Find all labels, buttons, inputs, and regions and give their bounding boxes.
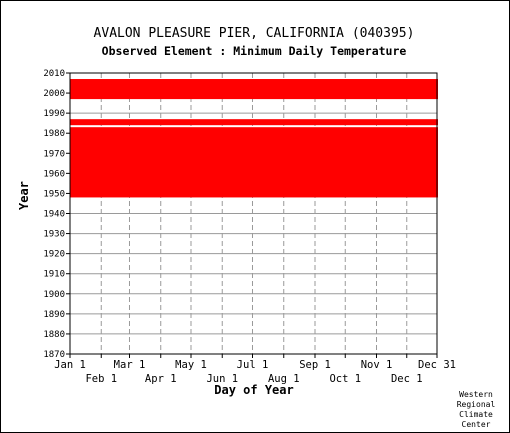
x-tick-label: May 1 xyxy=(175,359,207,371)
x-tick-label: Sep 1 xyxy=(299,359,331,371)
x-tick-label: Jan 1 xyxy=(54,359,86,371)
x-tick-label: Apr 1 xyxy=(145,373,177,385)
y-tick-label: 1980 xyxy=(43,129,65,139)
y-tick-label: 2000 xyxy=(43,89,65,99)
y-tick-label: 1990 xyxy=(43,109,65,119)
x-axis-label: Day of Year xyxy=(214,383,294,397)
y-tick-label: 1960 xyxy=(43,169,65,179)
credit-line: Regional xyxy=(456,400,496,409)
credit-line: Climate xyxy=(459,410,493,419)
x-tick-label: Jul 1 xyxy=(237,359,269,371)
x-tick-label: Jun 1 xyxy=(206,373,238,385)
observed-period-block xyxy=(70,119,438,126)
y-axis-label: Year xyxy=(17,181,31,210)
chart-subtitle: Observed Element : Minimum Daily Tempera… xyxy=(101,44,407,58)
x-tick-label: Mar 1 xyxy=(114,359,146,371)
grid xyxy=(70,72,437,355)
credit-line: Western xyxy=(459,390,493,399)
axis-labels: 1870 1880 1890 1900 1910 1920 1930 1940 1950 1960… xyxy=(43,69,456,385)
x-tick-label: Feb 1 xyxy=(85,373,117,385)
credit-line: Center xyxy=(461,420,491,429)
y-tick-label: 1950 xyxy=(43,189,65,199)
y-tick-label: 1890 xyxy=(43,310,65,320)
x-tick-label: Aug 1 xyxy=(268,373,300,385)
observed-period-block xyxy=(70,127,438,198)
credit-text: Western Regional Climate Center xyxy=(446,390,506,430)
y-tick-label: 1970 xyxy=(43,149,65,159)
y-tick-label: 1880 xyxy=(43,330,65,340)
y-tick-label: 1900 xyxy=(43,290,65,300)
x-tick-label: Dec 1 xyxy=(391,373,423,385)
x-tick-label: Nov 1 xyxy=(361,359,393,371)
data-marks xyxy=(70,79,438,198)
y-tick-label: 1940 xyxy=(43,210,65,220)
chart-title: AVALON PLEASURE PIER, CALIFORNIA (040395… xyxy=(93,26,415,41)
x-tick-label: Dec 31 xyxy=(418,359,456,371)
y-tick-label: 1920 xyxy=(43,250,65,260)
y-tick-label: 2010 xyxy=(43,69,65,79)
x-tick-label: Oct 1 xyxy=(329,373,361,385)
observed-period-block xyxy=(70,79,438,100)
y-tick-label: 1870 xyxy=(43,350,65,360)
y-tick-label: 1930 xyxy=(43,230,65,240)
y-tick-label: 1910 xyxy=(43,270,65,280)
